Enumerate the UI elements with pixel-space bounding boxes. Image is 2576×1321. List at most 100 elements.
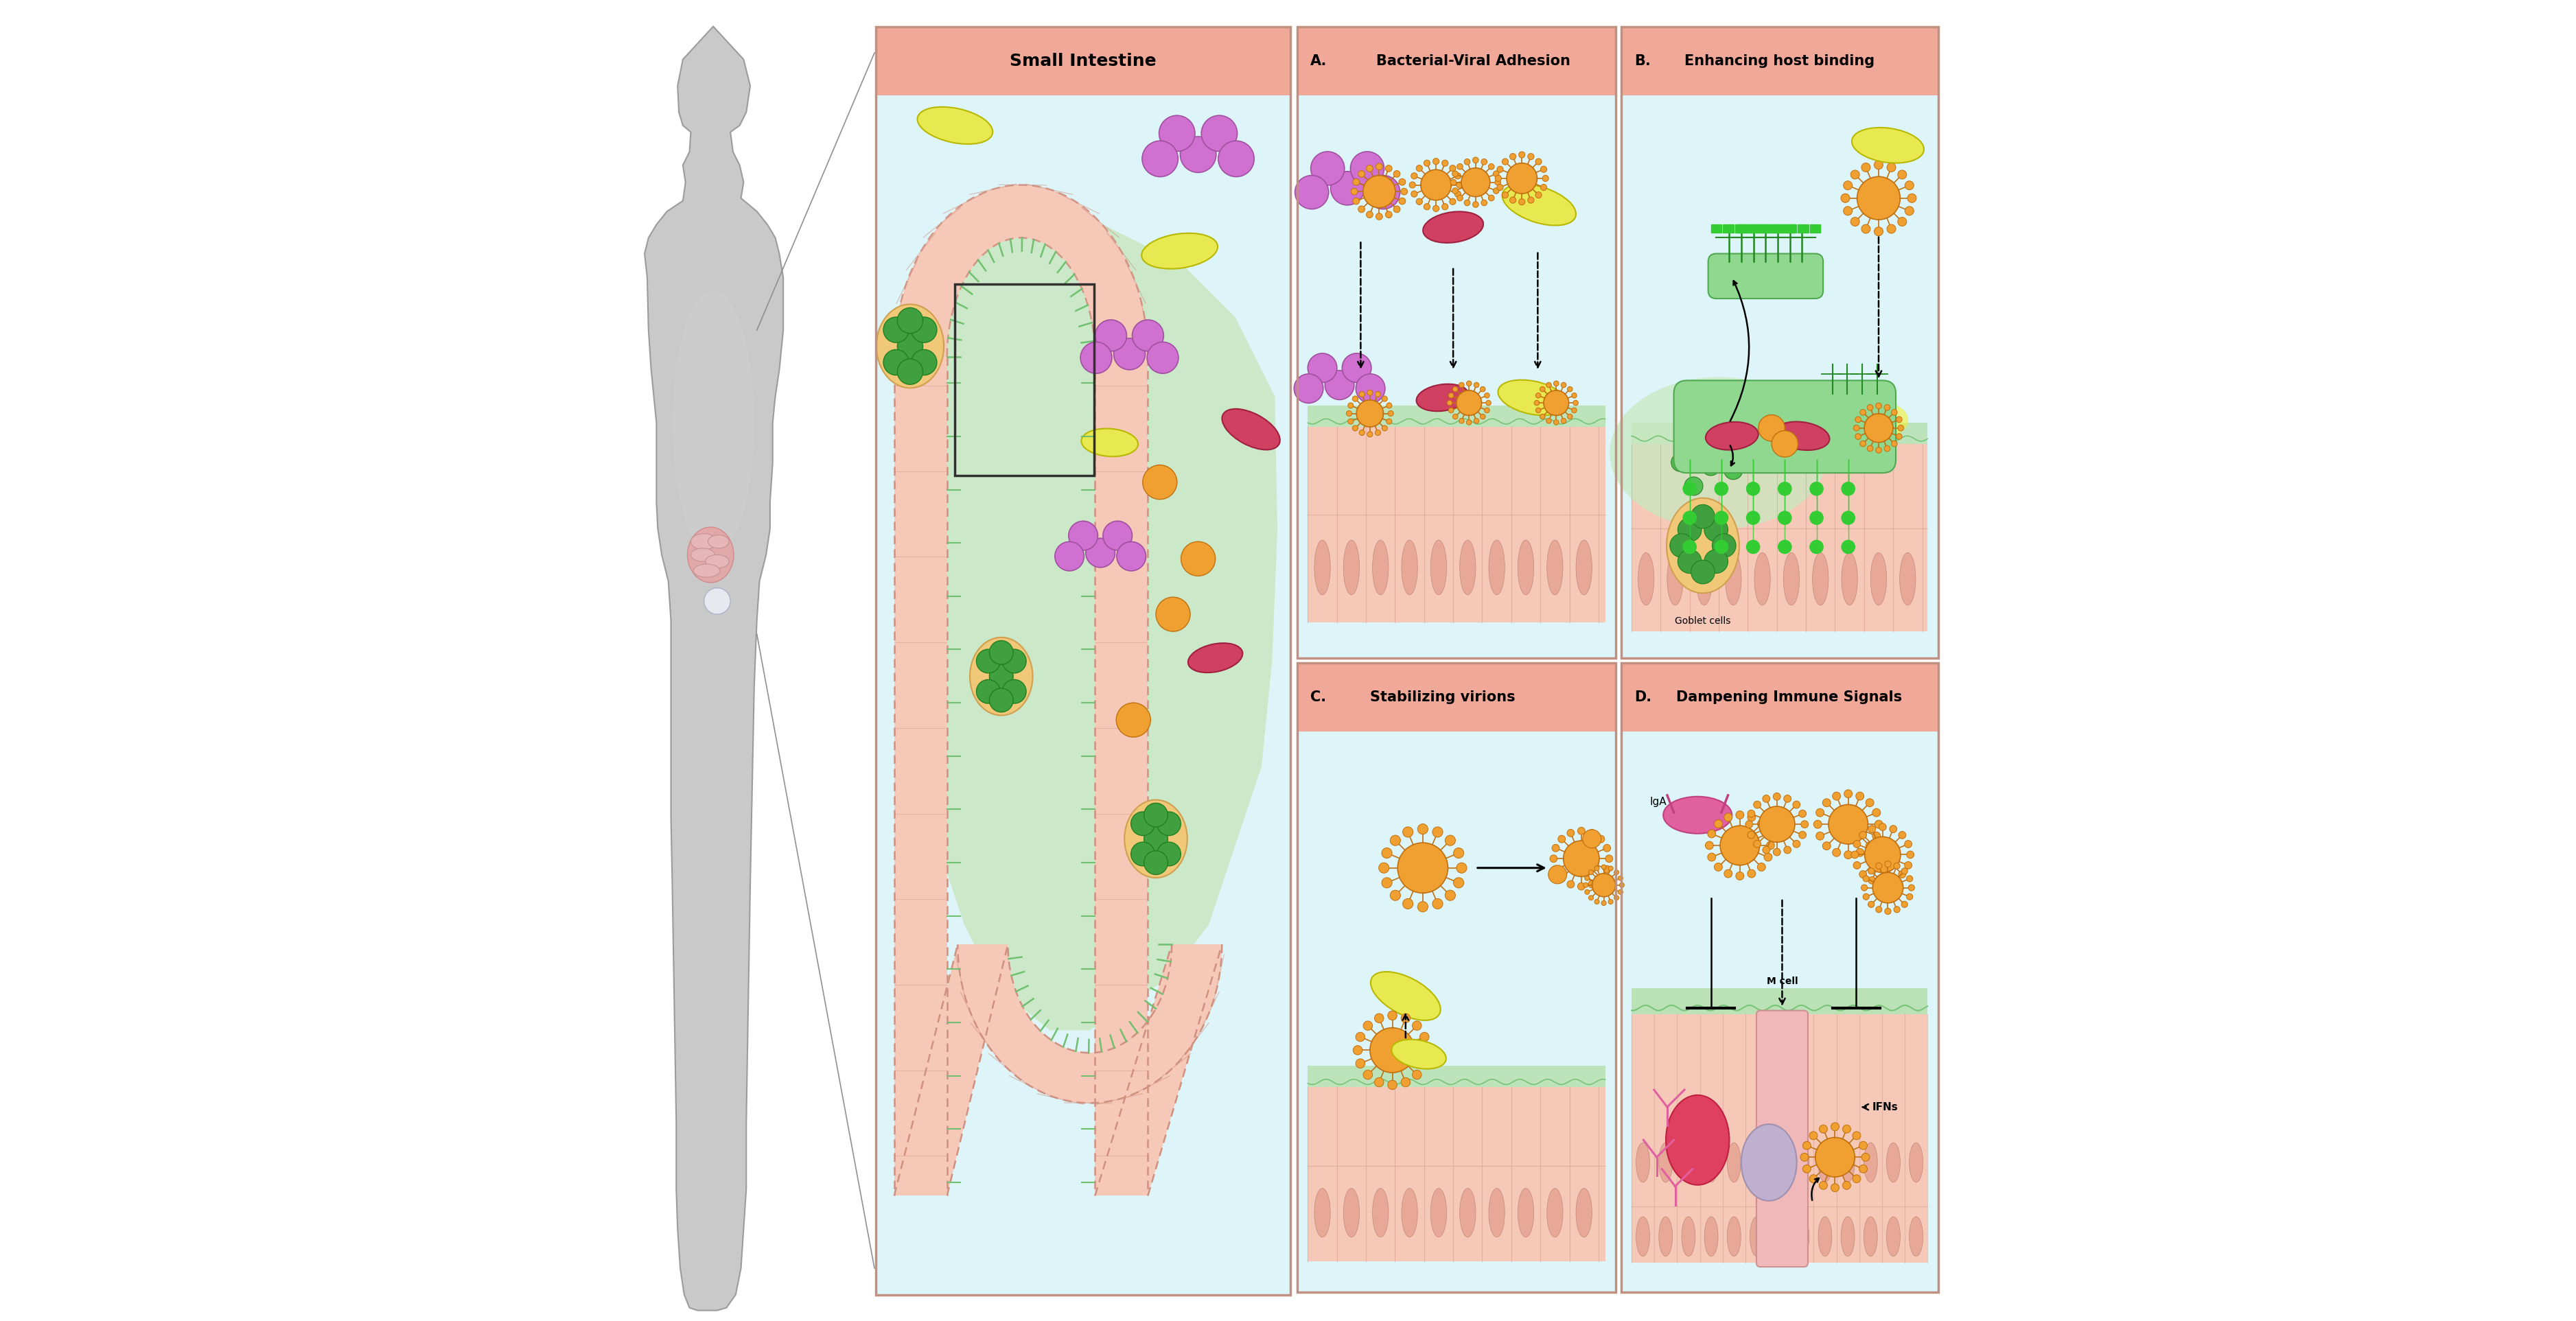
Circle shape	[1535, 408, 1540, 413]
Circle shape	[1324, 370, 1355, 400]
Circle shape	[1595, 867, 1600, 871]
Circle shape	[1386, 211, 1391, 218]
Circle shape	[1458, 196, 1463, 201]
Circle shape	[1481, 413, 1486, 419]
Circle shape	[1363, 1070, 1373, 1079]
Circle shape	[1736, 811, 1744, 819]
Circle shape	[1798, 831, 1806, 839]
Circle shape	[1360, 429, 1365, 436]
Circle shape	[1860, 871, 1868, 878]
Circle shape	[1551, 855, 1558, 863]
Circle shape	[1777, 482, 1790, 495]
Ellipse shape	[1461, 540, 1476, 594]
Circle shape	[1002, 650, 1025, 674]
Ellipse shape	[1870, 552, 1886, 605]
Circle shape	[1875, 906, 1883, 913]
Circle shape	[1520, 198, 1525, 205]
Circle shape	[1566, 881, 1574, 888]
Circle shape	[1002, 679, 1025, 703]
Bar	[1723, 225, 1734, 232]
Circle shape	[1886, 225, 1896, 234]
Circle shape	[1909, 885, 1914, 890]
Circle shape	[1850, 217, 1860, 226]
Circle shape	[1455, 182, 1463, 188]
Circle shape	[1144, 465, 1177, 499]
Circle shape	[1296, 176, 1329, 209]
Bar	[1749, 225, 1759, 232]
Circle shape	[1200, 115, 1236, 152]
Circle shape	[1347, 403, 1352, 408]
Bar	[956, 284, 1095, 476]
Circle shape	[1832, 1123, 1839, 1131]
Circle shape	[1157, 811, 1180, 836]
Ellipse shape	[1726, 1217, 1741, 1256]
Circle shape	[1605, 855, 1613, 863]
Circle shape	[1868, 445, 1873, 452]
Circle shape	[1904, 861, 1911, 869]
Circle shape	[1747, 810, 1754, 818]
Circle shape	[1584, 889, 1589, 894]
Ellipse shape	[1819, 1217, 1832, 1256]
Circle shape	[1842, 1125, 1850, 1133]
Bar	[1309, 406, 1605, 427]
Circle shape	[1777, 511, 1790, 524]
Circle shape	[1347, 411, 1352, 416]
Circle shape	[1144, 803, 1167, 827]
Circle shape	[1844, 181, 1852, 190]
Circle shape	[1432, 159, 1440, 165]
Polygon shape	[1095, 357, 1149, 1196]
Circle shape	[912, 350, 938, 375]
Circle shape	[1759, 415, 1785, 441]
Circle shape	[1754, 840, 1762, 848]
Circle shape	[1906, 851, 1914, 859]
Circle shape	[1497, 166, 1504, 173]
Ellipse shape	[1373, 1189, 1388, 1238]
Circle shape	[1115, 703, 1151, 737]
Circle shape	[1589, 830, 1595, 836]
Ellipse shape	[1909, 1143, 1922, 1182]
Ellipse shape	[1221, 410, 1280, 449]
Circle shape	[1899, 170, 1906, 180]
Circle shape	[1765, 830, 1772, 838]
Ellipse shape	[1682, 1143, 1695, 1182]
Circle shape	[1682, 511, 1695, 524]
Circle shape	[1690, 505, 1716, 528]
Circle shape	[1481, 387, 1486, 392]
Text: Bacterial-Viral Adhesion: Bacterial-Viral Adhesion	[1376, 54, 1571, 67]
Circle shape	[1896, 433, 1901, 440]
Circle shape	[1417, 165, 1422, 172]
Circle shape	[976, 650, 999, 674]
Circle shape	[1862, 893, 1870, 900]
Circle shape	[1819, 1125, 1826, 1133]
Circle shape	[1450, 165, 1455, 172]
Ellipse shape	[1345, 540, 1360, 594]
Text: A.: A.	[1311, 54, 1327, 67]
Circle shape	[1842, 511, 1855, 524]
Circle shape	[1865, 841, 1873, 849]
Circle shape	[1473, 419, 1479, 424]
Circle shape	[1180, 136, 1216, 173]
Circle shape	[989, 688, 1012, 712]
Circle shape	[1159, 115, 1195, 152]
Circle shape	[1716, 511, 1728, 524]
Circle shape	[1489, 164, 1494, 169]
Circle shape	[1352, 178, 1360, 185]
Circle shape	[1844, 790, 1852, 798]
Circle shape	[1409, 182, 1417, 188]
Circle shape	[1844, 851, 1852, 859]
Circle shape	[1747, 511, 1759, 524]
Ellipse shape	[1417, 384, 1468, 411]
Circle shape	[1584, 882, 1589, 888]
Circle shape	[1528, 197, 1535, 203]
Circle shape	[1448, 400, 1453, 406]
Circle shape	[1381, 425, 1388, 431]
Ellipse shape	[1461, 1189, 1476, 1238]
Circle shape	[1084, 538, 1115, 568]
Ellipse shape	[693, 564, 719, 577]
Bar	[1620, 26, 1937, 95]
Circle shape	[1564, 840, 1600, 877]
Ellipse shape	[690, 548, 714, 561]
Circle shape	[1860, 441, 1865, 446]
Circle shape	[1358, 400, 1383, 427]
Circle shape	[1582, 830, 1602, 848]
